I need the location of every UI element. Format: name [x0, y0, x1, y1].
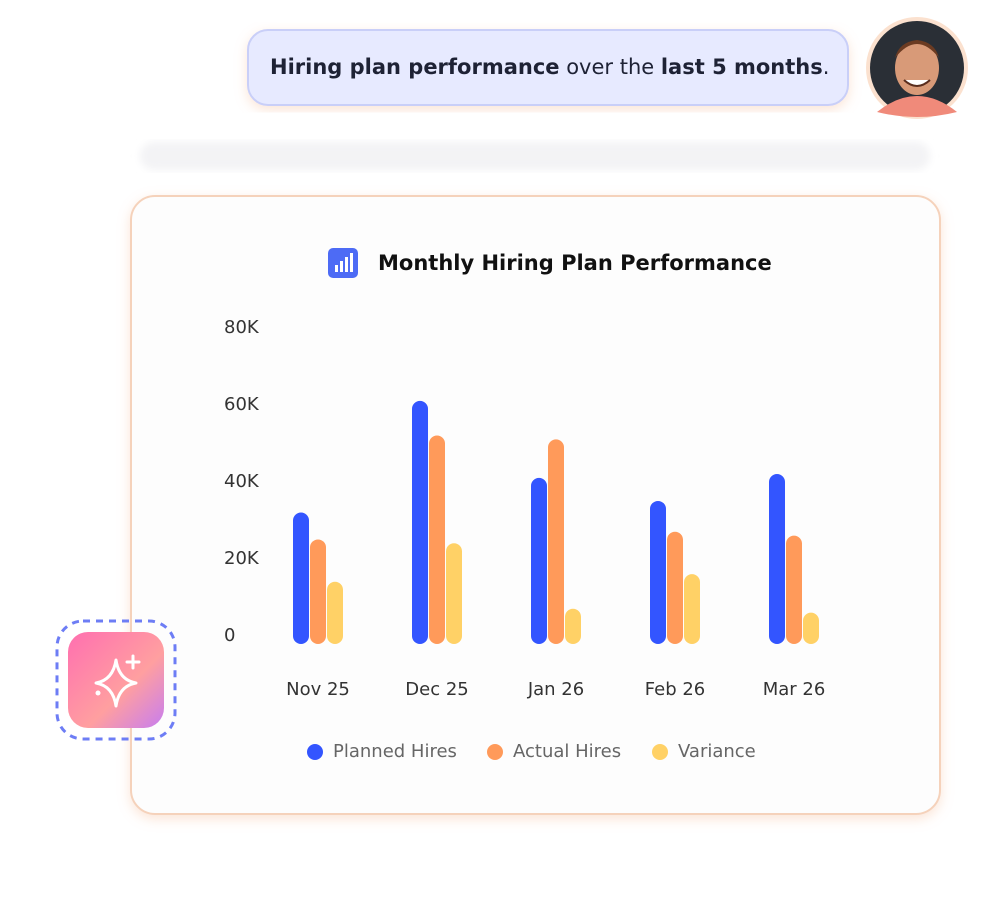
- x-tick-label: Nov 25: [286, 679, 350, 700]
- bar: [293, 512, 309, 644]
- legend-marker: [487, 744, 503, 760]
- y-tick-label: 20K: [224, 548, 260, 569]
- bar: [310, 539, 326, 644]
- bar: [684, 574, 700, 644]
- message-bold: last 5 months: [661, 55, 823, 79]
- legend-label: Actual Hires: [513, 741, 621, 762]
- message: Hiring plan performance over the last 5 …: [270, 55, 829, 79]
- chart-icon: [328, 248, 358, 278]
- message-text: .: [823, 55, 830, 79]
- bar: [667, 531, 683, 644]
- y-tick-label: 40K: [224, 471, 260, 492]
- x-tick-label: Dec 25: [405, 679, 468, 700]
- blurred-status: [140, 142, 930, 170]
- bar: [786, 535, 802, 644]
- bar: [429, 435, 445, 644]
- legend-label: Planned Hires: [333, 741, 457, 762]
- legend-marker: [652, 744, 668, 760]
- bar: [446, 543, 462, 644]
- chart-title: Monthly Hiring Plan Performance: [378, 251, 772, 275]
- bar: [327, 581, 343, 644]
- sparkle-button[interactable]: [55, 619, 177, 741]
- bar: [650, 500, 666, 644]
- x-tick-label: Jan 26: [527, 679, 584, 700]
- bar: [565, 608, 581, 644]
- bar: [769, 474, 785, 644]
- y-tick-label: 80K: [224, 317, 260, 338]
- legend-label: Variance: [678, 741, 756, 762]
- y-tick-label: 0: [224, 625, 235, 646]
- y-tick-label: 60K: [224, 394, 260, 415]
- avatar: [866, 17, 968, 119]
- x-tick-label: Mar 26: [763, 679, 826, 700]
- bar: [412, 400, 428, 644]
- bar: [803, 612, 819, 644]
- chat-bubble: Hiring plan performance over the last 5 …: [247, 29, 849, 106]
- message-text: over the: [560, 55, 661, 79]
- legend-marker: [307, 744, 323, 760]
- message-bold: Hiring plan performance: [270, 55, 560, 79]
- x-tick-label: Feb 26: [645, 679, 706, 700]
- bar: [531, 477, 547, 644]
- bar: [548, 439, 564, 644]
